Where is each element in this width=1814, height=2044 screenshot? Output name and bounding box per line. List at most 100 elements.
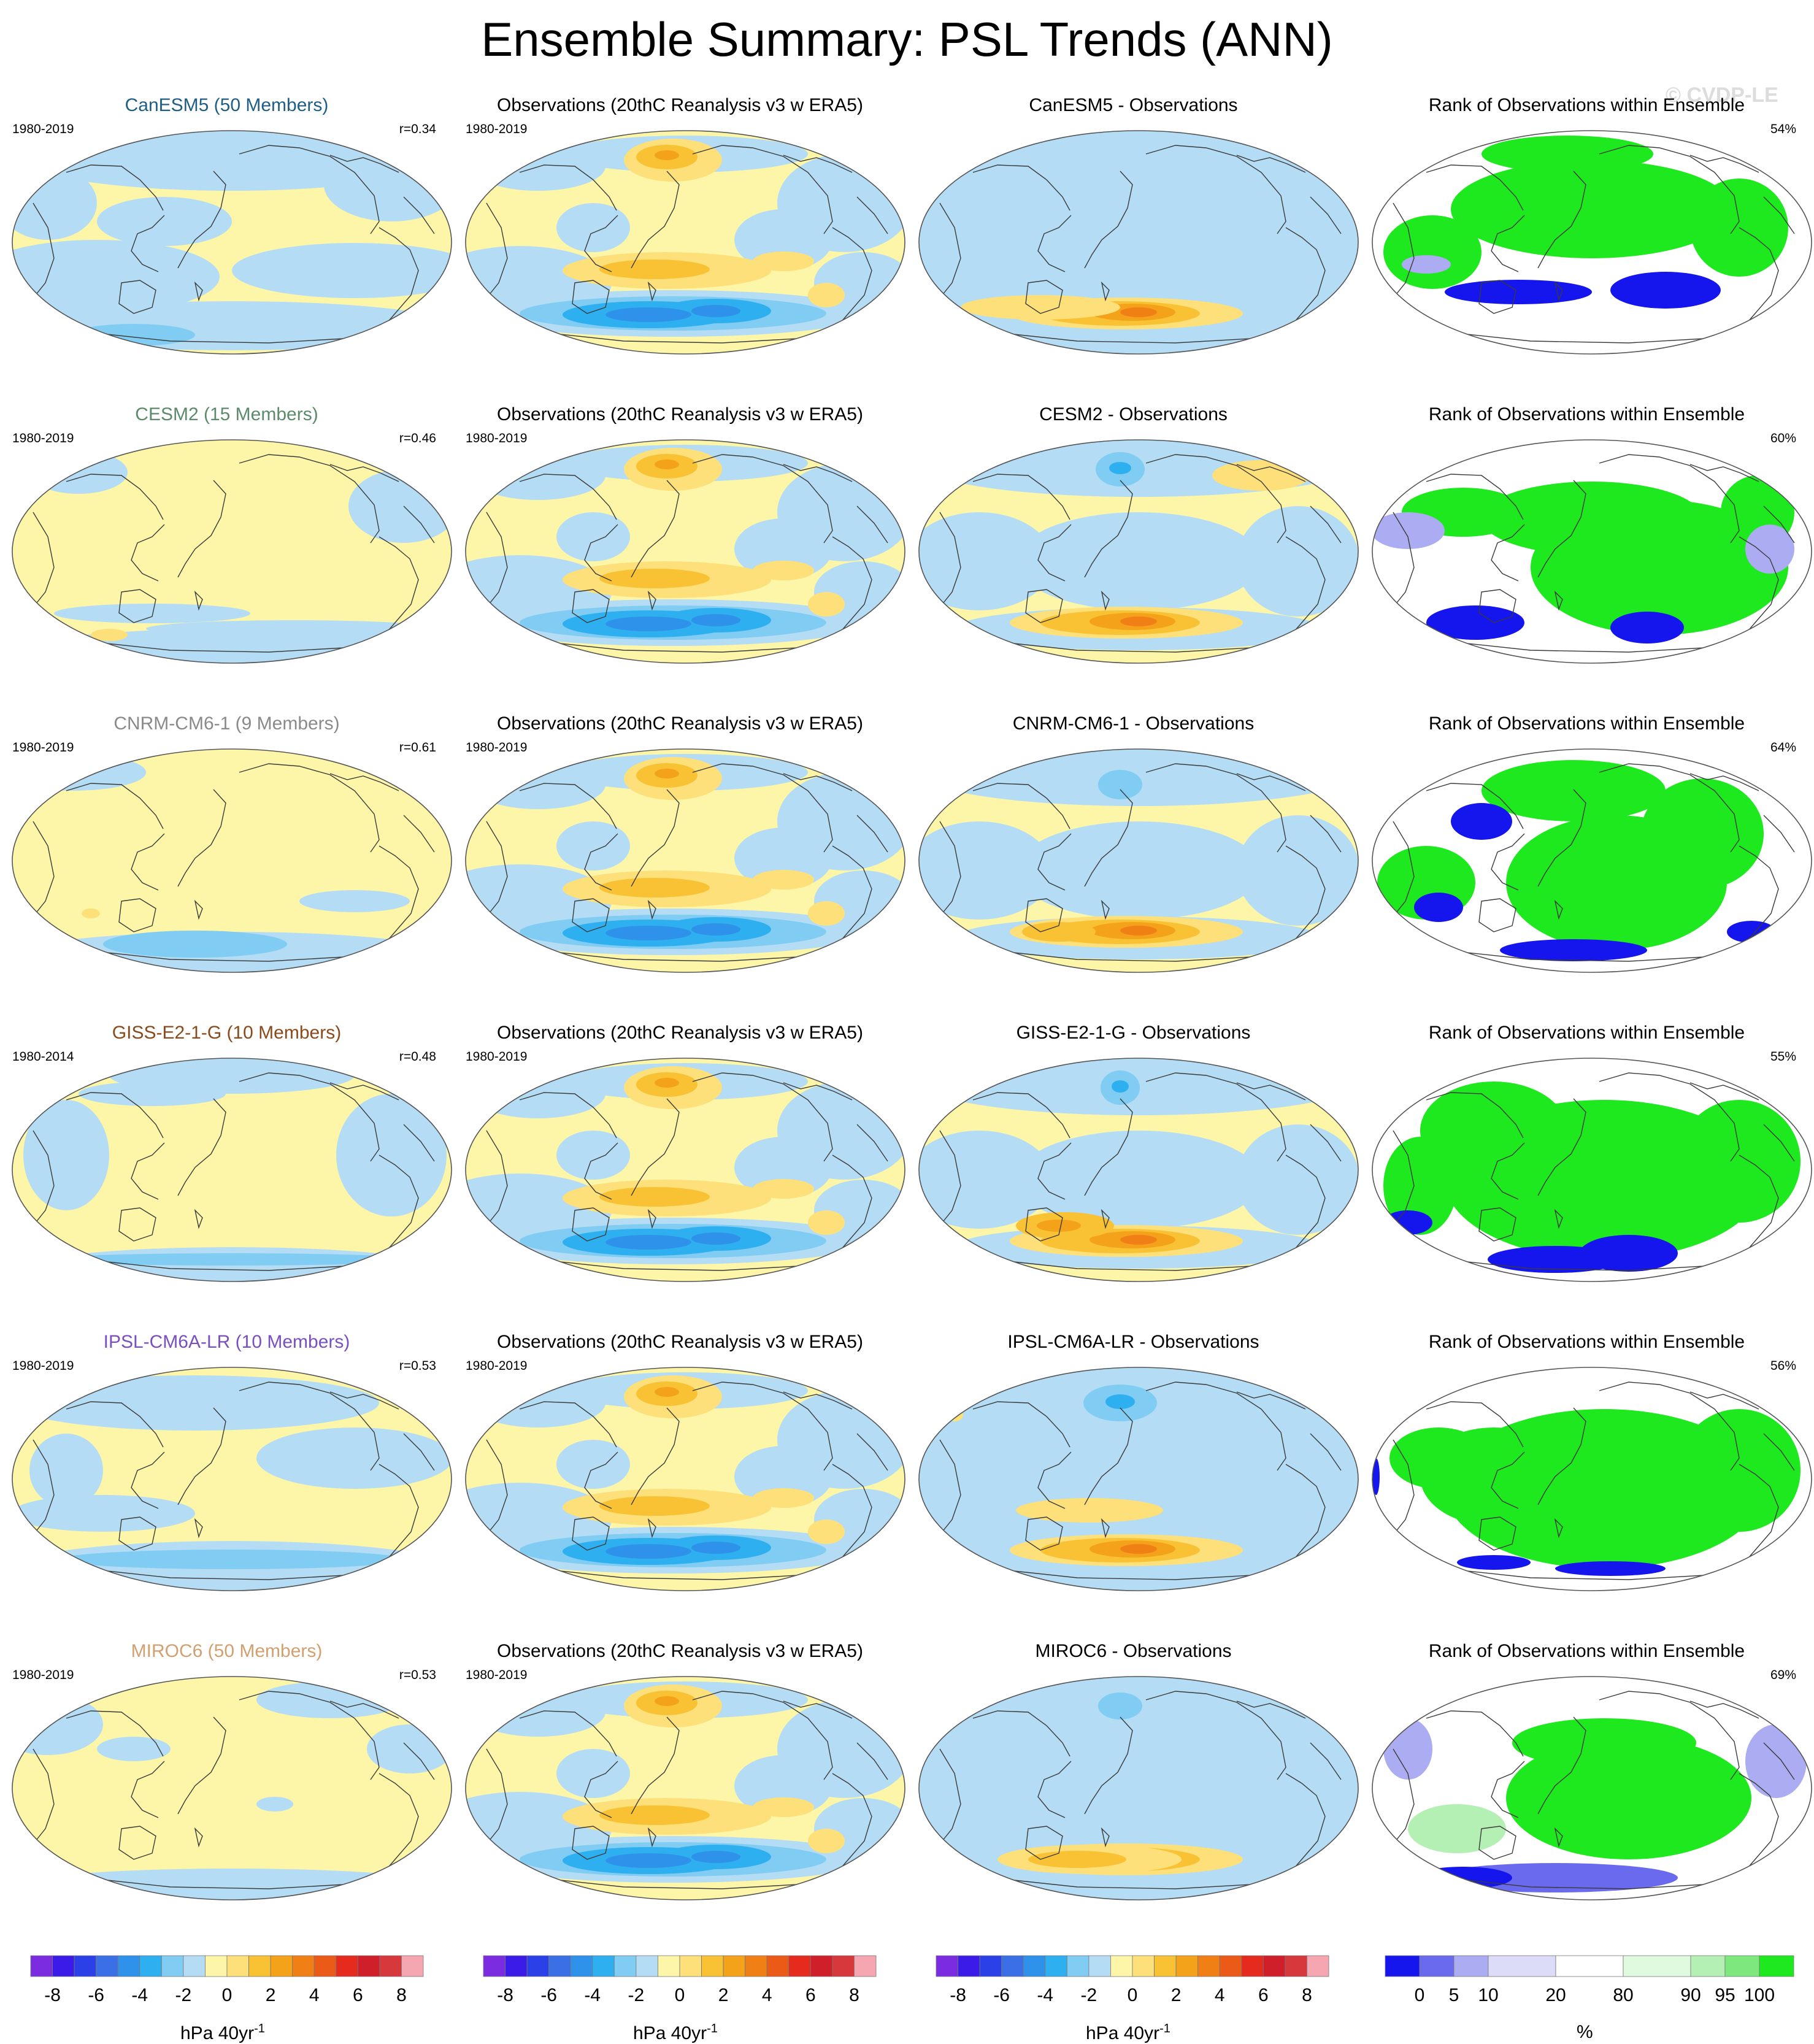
field-region	[655, 150, 679, 160]
map-border	[1372, 1058, 1812, 1282]
colorbar-swatch	[1555, 1955, 1624, 1977]
years-label: 1980-2019	[12, 1668, 74, 1682]
field-region	[1016, 203, 1261, 301]
map-border	[465, 1058, 905, 1282]
field-region	[1120, 926, 1157, 936]
map	[918, 748, 1359, 973]
field-region	[1105, 1394, 1135, 1409]
coastline	[1084, 789, 1133, 887]
field-region	[97, 197, 232, 246]
coastline	[1393, 1748, 1415, 1842]
coastline	[1444, 1877, 1715, 1889]
coastline	[1310, 505, 1342, 544]
field-region	[1120, 1544, 1157, 1554]
coastline	[519, 164, 617, 211]
coastline	[1145, 1381, 1286, 1471]
panel-title: Observations (20thC Reanalysis v3 w ERA5…	[497, 1023, 863, 1043]
colorbar-unit: hPa 40yr-1	[180, 2022, 265, 2044]
colorbar-swatch	[570, 1955, 593, 1977]
coastline	[1763, 196, 1795, 234]
colorbar-swatch	[117, 1955, 140, 1977]
field-region	[1016, 512, 1261, 610]
colorbar-swatch	[292, 1955, 315, 1977]
coastline	[572, 1516, 610, 1551]
coastline	[856, 815, 888, 853]
field-region	[256, 1427, 452, 1489]
model-panel: CNRM-CM6-1 (9 Members) 1980-2019 r=0.61	[0, 707, 453, 1016]
field-region	[734, 828, 832, 889]
coastline	[1689, 1700, 1759, 1719]
field-region	[919, 821, 1053, 920]
model-panel: CanESM5 (50 Members) 1980-2019 r=0.34	[0, 89, 453, 398]
coastline	[1393, 202, 1415, 296]
coastline	[1145, 1072, 1286, 1162]
map	[12, 130, 452, 355]
coastline	[1537, 171, 1586, 269]
colorbar-swatch	[248, 1955, 271, 1977]
field-region	[605, 926, 691, 940]
coastline	[84, 1877, 355, 1889]
map-border	[1372, 1676, 1812, 1900]
years-label: 1980-2019	[466, 740, 528, 755]
unit-text: hPa 40yr	[180, 2023, 255, 2043]
map-border	[918, 130, 1359, 355]
field-region	[691, 923, 740, 936]
coastline	[118, 280, 156, 314]
colorbar-swatch	[1262, 1955, 1286, 1977]
coastline	[939, 512, 961, 605]
field-region	[1451, 803, 1512, 840]
coastline	[856, 196, 888, 234]
coastline	[1491, 833, 1525, 891]
panel-title: Observations (20thC Reanalysis v3 w ERA5…	[497, 713, 863, 734]
coastline	[572, 1207, 610, 1242]
field-region	[48, 1253, 416, 1266]
coastline	[329, 464, 399, 482]
field-region	[97, 1737, 171, 1761]
coastline	[1037, 1761, 1072, 1818]
panel-title: IPSL-CM6A-LR (10 Members)	[103, 1332, 350, 1352]
panel-title: Rank of Observations within Ensemble	[1428, 95, 1745, 115]
coastline	[84, 1259, 355, 1271]
field-region	[79, 1082, 226, 1106]
coastline	[519, 1401, 617, 1448]
panel-title: Observations (20thC Reanalysis v3 w ERA5…	[497, 1641, 863, 1661]
coastline	[1763, 815, 1795, 853]
map-border	[465, 748, 905, 973]
field-region	[1016, 1131, 1261, 1229]
panel-title: Rank of Observations within Ensemble	[1428, 404, 1745, 425]
coastline	[1084, 171, 1133, 269]
rank-percent: 56%	[1770, 1359, 1796, 1373]
colorbar-swatch	[161, 1955, 184, 1977]
field-region	[655, 1078, 679, 1088]
map	[918, 439, 1359, 664]
coastline	[177, 1098, 226, 1196]
colorbar-swatch	[139, 1955, 162, 1977]
coastline	[939, 821, 961, 914]
coastline	[939, 1439, 961, 1532]
rank-percent: 64%	[1770, 740, 1796, 755]
coastline	[783, 155, 853, 173]
coastline	[1426, 474, 1524, 520]
coastline	[1037, 833, 1072, 891]
colorbar-unit: %	[1577, 2022, 1593, 2042]
field-region	[1016, 1440, 1261, 1538]
colorbar-tick-label: -4	[131, 1985, 148, 2005]
coastline	[647, 1208, 656, 1229]
coastline	[647, 1518, 656, 1539]
field-region	[1120, 617, 1157, 626]
colorbar-tick-label: 8	[396, 1985, 407, 2005]
map	[12, 1676, 452, 1900]
colorbar-swatch	[548, 1955, 571, 1977]
field-region	[1383, 215, 1482, 289]
coastline	[1145, 454, 1286, 544]
coastline	[239, 1072, 380, 1162]
coastline	[329, 1700, 399, 1719]
field-region	[599, 1496, 710, 1516]
coastline	[1393, 1439, 1415, 1532]
coastline	[239, 1381, 380, 1471]
coastline	[329, 1391, 399, 1410]
colorbar-swatch	[1197, 1955, 1220, 1977]
field-region	[256, 1681, 404, 1718]
field-region	[12, 1495, 195, 1532]
coastline	[519, 474, 617, 520]
